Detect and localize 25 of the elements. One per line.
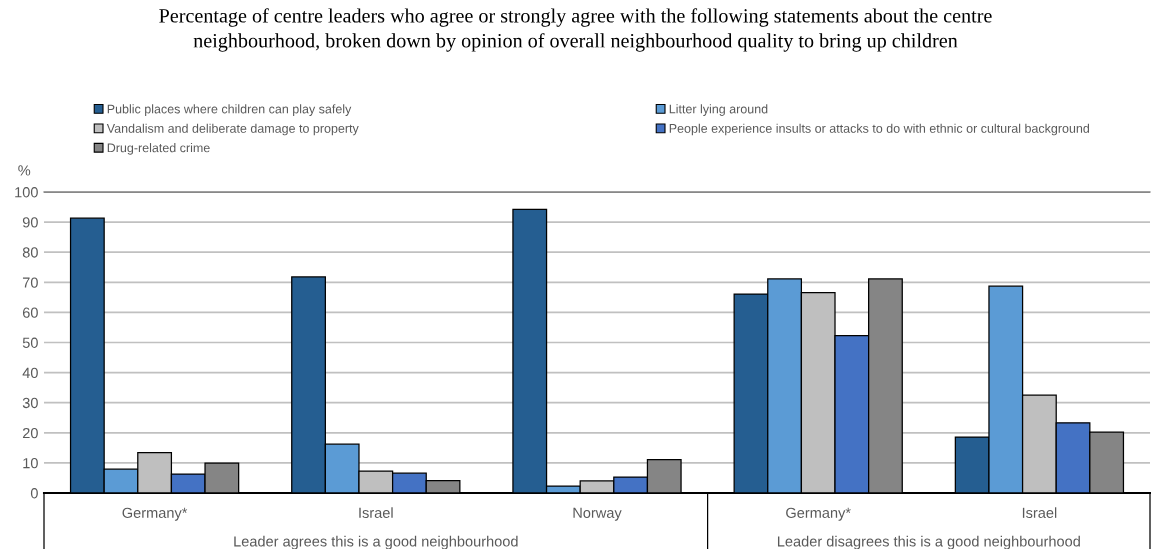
chart-title: Percentage of centre leaders who agree or strongly agree with the following statements about the centre neighbourhood, broken down by opinion of overall neighbourhood quality to bring up children	[159, 8, 992, 52]
text: Leader disagrees this is a good neighbourhood	[777, 535, 1080, 549]
legend-label: People experience insults or attacks to do with ethnic or cultural background	[669, 123, 1090, 136]
y-axis-title: %	[18, 165, 31, 176]
x-tick-label: Israel	[359, 507, 393, 518]
x-tick-label: Norway	[573, 507, 622, 521]
y-tick-label: 40	[22, 367, 38, 379]
x-tick-label: Germany*	[122, 507, 188, 521]
y-tick-label: 70	[22, 277, 38, 288]
text: Leader agrees this is a good neighbourhood	[234, 535, 518, 549]
x-tick-label: Germany*	[786, 507, 851, 521]
y-tick-label: 0	[30, 488, 38, 499]
y-tick-label: 60	[22, 307, 38, 318]
y-tick-label: 100	[15, 187, 38, 198]
y-tick-label: 50	[22, 337, 38, 348]
legend-label: Litter lying around	[669, 104, 768, 116]
legend-label: Drug-related crime	[107, 143, 210, 155]
x-tick-label: Israel	[1022, 507, 1057, 518]
y-tick-label: 30	[22, 397, 38, 409]
y-tick-label: 20	[22, 427, 38, 439]
legend-label: Vandalism and deliberate damage to property	[106, 123, 359, 136]
y-tick-label: 90	[22, 217, 38, 228]
y-tick-label: 10	[23, 458, 38, 469]
y-tick-label: 80	[22, 247, 38, 258]
legend-label: Public places where children can play safely	[107, 104, 352, 116]
